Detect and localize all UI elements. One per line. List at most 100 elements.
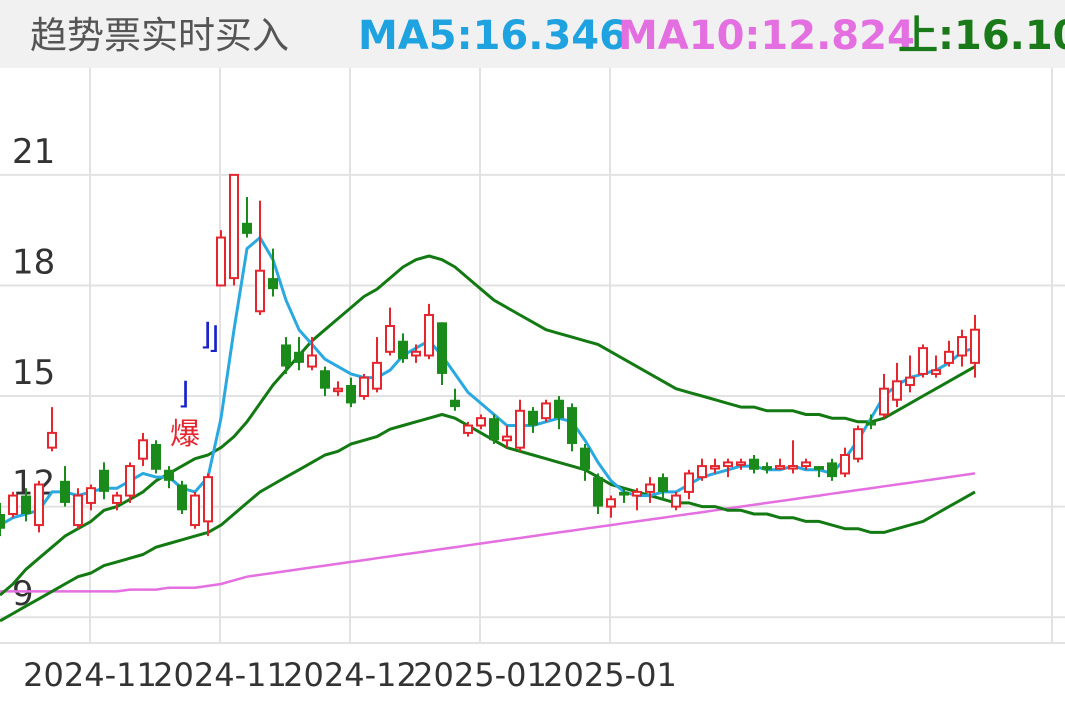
candle-up bbox=[216, 230, 226, 287]
candle-up bbox=[255, 200, 265, 315]
candle-up bbox=[840, 447, 850, 478]
candle-body bbox=[788, 465, 798, 470]
candle-up bbox=[190, 491, 200, 529]
candle-body bbox=[606, 498, 616, 508]
candle-up bbox=[73, 488, 83, 529]
candle-down bbox=[554, 396, 564, 430]
chart-annotation: ⌋ bbox=[178, 376, 190, 411]
candle-down bbox=[762, 462, 772, 474]
candle-down bbox=[177, 480, 187, 514]
chart-grid bbox=[0, 68, 1065, 644]
candle-up bbox=[424, 303, 434, 360]
candle-body bbox=[8, 494, 18, 515]
candle-body bbox=[489, 418, 499, 441]
candle-up bbox=[736, 458, 746, 470]
candle-body bbox=[216, 236, 226, 287]
candle-body bbox=[268, 278, 278, 290]
candle-down bbox=[99, 462, 109, 500]
candle-down bbox=[528, 407, 538, 433]
candle-body bbox=[801, 461, 811, 468]
candle-up bbox=[47, 407, 57, 452]
candle-body bbox=[190, 494, 200, 527]
candle-down bbox=[294, 337, 304, 371]
candle-down bbox=[346, 377, 356, 408]
candle-body bbox=[671, 494, 681, 508]
candle-body bbox=[86, 487, 96, 504]
candle-body bbox=[450, 399, 460, 408]
ma5-readout: MA5:16.346 bbox=[358, 13, 627, 59]
chart-annotation: 爆 bbox=[170, 417, 200, 452]
x-tick-label: 2024-11 bbox=[23, 656, 157, 694]
upper-band-readout: 上:16.10 bbox=[898, 13, 1065, 59]
candle-body bbox=[827, 462, 837, 478]
candle-up bbox=[853, 425, 863, 463]
candle-up bbox=[307, 337, 317, 371]
candle-down bbox=[437, 322, 447, 385]
candle-body bbox=[684, 472, 694, 493]
candle-down bbox=[242, 197, 252, 238]
indicator-lines bbox=[0, 236, 976, 623]
candle-body bbox=[840, 454, 850, 475]
candle-down bbox=[814, 466, 824, 478]
candle-body bbox=[632, 490, 642, 497]
candle-body bbox=[437, 322, 447, 374]
candle-up bbox=[606, 495, 616, 518]
chart-annotation: ⌋ bbox=[208, 321, 220, 356]
candle-up bbox=[892, 362, 902, 408]
candle-body bbox=[879, 387, 889, 416]
candle-body bbox=[957, 336, 967, 357]
candle-body bbox=[112, 494, 122, 504]
candle-body bbox=[320, 370, 330, 389]
candle-up bbox=[957, 329, 967, 367]
candle-up bbox=[359, 373, 369, 400]
candle-body bbox=[424, 313, 434, 357]
candle-up bbox=[788, 440, 798, 474]
x-tick-label: 2024-11 bbox=[153, 656, 287, 694]
candle-up bbox=[645, 477, 655, 503]
candle-body bbox=[359, 376, 369, 398]
candle-up bbox=[697, 458, 707, 481]
candle-up bbox=[632, 488, 642, 511]
candle-body bbox=[918, 347, 928, 375]
chart-header: 趋势票实时买入 MA5:16.346 MA10:12.824 上:16.10 bbox=[0, 0, 1065, 68]
candle-up bbox=[385, 307, 395, 356]
candle-body bbox=[372, 361, 382, 390]
candle-body bbox=[333, 387, 343, 393]
candle-down bbox=[450, 388, 460, 411]
candle-down bbox=[151, 440, 161, 474]
candle-up bbox=[411, 344, 421, 363]
candle-up bbox=[801, 458, 811, 470]
candle-up bbox=[86, 484, 96, 511]
candle-body bbox=[398, 340, 408, 360]
candle-down bbox=[593, 473, 603, 514]
candle-body bbox=[242, 222, 252, 234]
candle-body bbox=[931, 369, 941, 375]
candle-up bbox=[775, 458, 785, 470]
candle-body bbox=[151, 443, 161, 470]
candle-body bbox=[658, 477, 668, 492]
candle-up bbox=[125, 462, 135, 503]
candle-up bbox=[333, 381, 343, 397]
candles bbox=[0, 173, 980, 537]
candle-up bbox=[671, 491, 681, 511]
candle-down bbox=[164, 466, 174, 489]
candle-body bbox=[255, 269, 265, 313]
upper-band-line bbox=[0, 254, 976, 597]
candle-body bbox=[567, 407, 577, 444]
candle-up bbox=[879, 373, 889, 419]
candle-body bbox=[307, 354, 317, 368]
candle-down bbox=[580, 443, 590, 481]
candle-body bbox=[736, 461, 746, 466]
candle-down bbox=[320, 366, 330, 397]
candle-up bbox=[944, 340, 954, 367]
candle-body bbox=[60, 480, 70, 503]
candle-body bbox=[138, 439, 148, 460]
candle-down bbox=[268, 248, 278, 297]
candle-body bbox=[580, 447, 590, 470]
lower-band-line bbox=[0, 413, 976, 623]
ma10-readout: MA10:12.824 bbox=[618, 13, 915, 59]
y-tick-label: 21 bbox=[12, 132, 55, 172]
candle-body bbox=[346, 384, 356, 404]
candle-up bbox=[34, 480, 44, 533]
